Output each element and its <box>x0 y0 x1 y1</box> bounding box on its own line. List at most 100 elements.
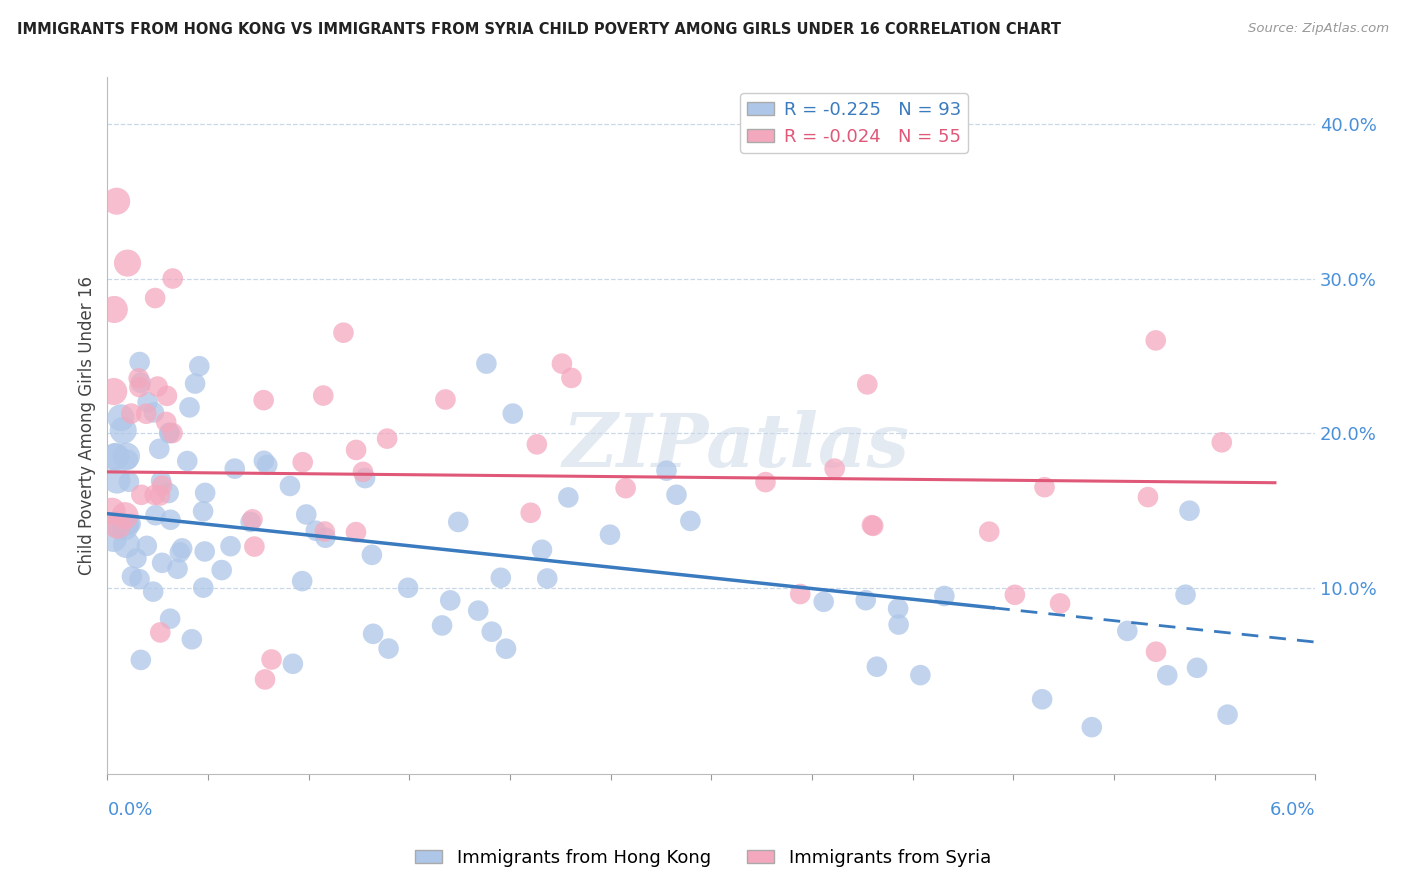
Point <box>128 355 150 369</box>
Point <box>253 454 276 468</box>
Point <box>117 256 139 270</box>
Point <box>104 450 127 464</box>
Text: 6.0%: 6.0% <box>1270 801 1315 820</box>
Point <box>312 388 335 402</box>
Point <box>439 593 461 607</box>
Point <box>824 461 846 475</box>
Point <box>143 291 166 305</box>
Point <box>135 407 157 421</box>
Point <box>142 405 165 419</box>
Point <box>107 517 129 532</box>
Point <box>305 524 328 538</box>
Point <box>172 541 194 556</box>
Point <box>375 432 398 446</box>
Point <box>530 542 553 557</box>
Point <box>332 326 354 340</box>
Point <box>157 486 180 500</box>
Point <box>157 426 180 441</box>
Point <box>495 641 517 656</box>
Point <box>129 376 152 390</box>
Point <box>560 371 582 385</box>
Point <box>295 508 318 522</box>
Point <box>489 571 512 585</box>
Point <box>447 515 470 529</box>
Point <box>536 571 558 585</box>
Point <box>150 556 173 570</box>
Point <box>121 569 143 583</box>
Point <box>184 376 207 391</box>
Point <box>1136 490 1159 504</box>
Point <box>910 668 932 682</box>
Point <box>243 540 266 554</box>
Text: Source: ZipAtlas.com: Source: ZipAtlas.com <box>1249 22 1389 36</box>
Point <box>281 657 304 671</box>
Point <box>162 271 184 285</box>
Point <box>344 442 367 457</box>
Point <box>481 624 503 639</box>
Point <box>253 673 276 687</box>
Text: 0.0%: 0.0% <box>107 801 153 820</box>
Point <box>179 401 201 415</box>
Point <box>278 479 301 493</box>
Point <box>110 410 132 425</box>
Point <box>862 519 884 533</box>
Y-axis label: Child Poverty Among Girls Under 16: Child Poverty Among Girls Under 16 <box>79 276 96 575</box>
Point <box>1081 720 1104 734</box>
Point <box>180 632 202 647</box>
Point <box>107 518 129 533</box>
Legend: Immigrants from Hong Kong, Immigrants from Syria: Immigrants from Hong Kong, Immigrants fr… <box>408 842 998 874</box>
Point <box>291 574 314 588</box>
Point <box>519 506 541 520</box>
Point <box>934 589 956 603</box>
Point <box>150 479 173 493</box>
Point <box>1004 588 1026 602</box>
Point <box>159 425 181 440</box>
Point <box>162 425 184 440</box>
Point <box>125 551 148 566</box>
Point <box>120 516 142 531</box>
Point <box>679 514 702 528</box>
Point <box>188 359 211 374</box>
Point <box>361 627 384 641</box>
Point <box>150 474 173 488</box>
Point <box>101 504 124 518</box>
Point <box>143 488 166 502</box>
Point <box>1144 334 1167 348</box>
Point <box>813 595 835 609</box>
Point <box>526 437 548 451</box>
Point <box>1178 504 1201 518</box>
Legend: R = -0.225   N = 93, R = -0.024   N = 55: R = -0.225 N = 93, R = -0.024 N = 55 <box>740 94 967 153</box>
Point <box>1156 668 1178 682</box>
Point <box>866 659 889 673</box>
Point <box>194 544 217 558</box>
Point <box>117 452 139 467</box>
Point <box>1031 692 1053 706</box>
Point <box>1144 645 1167 659</box>
Point <box>115 449 138 463</box>
Point <box>1174 588 1197 602</box>
Point <box>112 424 135 438</box>
Point <box>1216 707 1239 722</box>
Point <box>396 581 419 595</box>
Point <box>219 539 242 553</box>
Point <box>145 508 167 523</box>
Point <box>665 488 688 502</box>
Point <box>655 464 678 478</box>
Point <box>211 563 233 577</box>
Point <box>887 617 910 632</box>
Point <box>169 545 191 559</box>
Point <box>146 379 169 393</box>
Point <box>159 513 181 527</box>
Point <box>856 377 879 392</box>
Point <box>377 641 399 656</box>
Point <box>1185 661 1208 675</box>
Point <box>551 357 574 371</box>
Point <box>260 652 283 666</box>
Point <box>1116 624 1139 638</box>
Point <box>136 395 159 409</box>
Point <box>148 442 170 456</box>
Point <box>253 393 276 408</box>
Point <box>114 520 136 534</box>
Point <box>129 653 152 667</box>
Point <box>193 581 215 595</box>
